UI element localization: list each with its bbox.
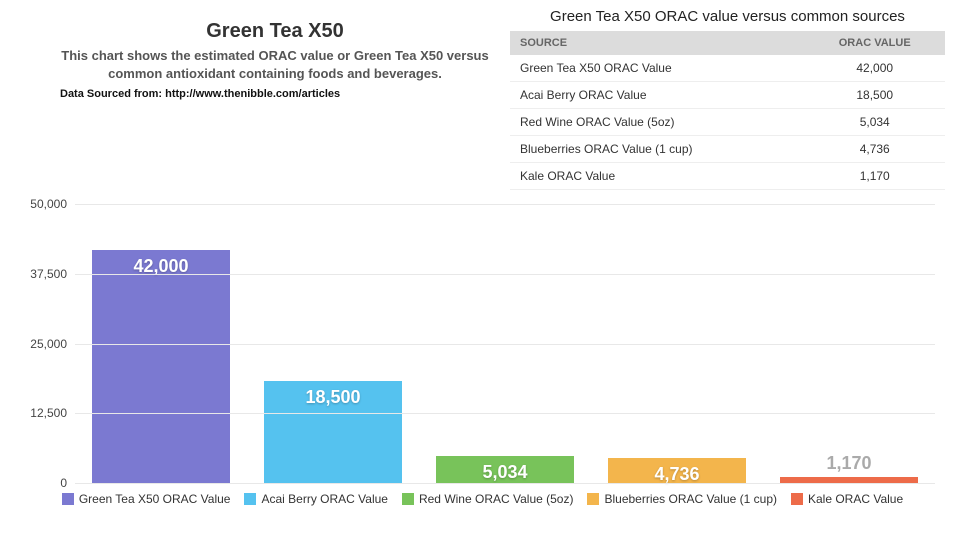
bar-slot: 5,034 [419, 205, 591, 484]
table-cell-source: Red Wine ORAC Value (5oz) [510, 109, 804, 136]
gridline: 12,500 [75, 413, 935, 414]
table-row: Green Tea X50 ORAC Value42,000 [510, 55, 945, 82]
table-cell-source: Acai Berry ORAC Value [510, 82, 804, 109]
chart-subtitle: This chart shows the estimated ORAC valu… [60, 47, 490, 82]
bar-chart: 42,000 18,500 5,034 4,736 1,170 0 12,500 25,00… [75, 205, 935, 484]
table-col-value: ORAC VALUE [804, 31, 945, 55]
bar-slot: 18,500 [247, 205, 419, 484]
bar-value-label: 5,034 [436, 462, 574, 483]
y-tick-label: 25,000 [30, 337, 67, 351]
legend-swatch [62, 493, 74, 505]
table-cell-source: Blueberries ORAC Value (1 cup) [510, 136, 804, 163]
y-tick-label: 50,000 [30, 197, 67, 211]
bar: 18,500 [264, 381, 402, 484]
bar-slot: 4,736 [591, 205, 763, 484]
legend-item: Acai Berry ORAC Value [244, 492, 388, 506]
legend-label: Kale ORAC Value [808, 492, 903, 506]
table-cell-source: Kale ORAC Value [510, 163, 804, 190]
orac-table: SOURCE ORAC VALUE Green Tea X50 ORAC Val… [510, 31, 945, 190]
legend-label: Green Tea X50 ORAC Value [79, 492, 231, 506]
legend-item: Blueberries ORAC Value (1 cup) [587, 492, 777, 506]
legend-item: Green Tea X50 ORAC Value [62, 492, 231, 506]
legend-item: Kale ORAC Value [791, 492, 903, 506]
y-tick-label: 37,500 [30, 267, 67, 281]
table-row: Blueberries ORAC Value (1 cup)4,736 [510, 136, 945, 163]
bar-value-label: 1,170 [780, 453, 918, 474]
gridline: 25,000 [75, 344, 935, 345]
gridline: 37,500 [75, 274, 935, 275]
table-col-source: SOURCE [510, 31, 804, 55]
table-cell-source: Green Tea X50 ORAC Value [510, 55, 804, 82]
y-tick-label: 12,500 [30, 406, 67, 420]
table-cell-value: 1,170 [804, 163, 945, 190]
table-cell-value: 18,500 [804, 82, 945, 109]
y-tick-label: 0 [60, 476, 67, 490]
bar: 42,000 [92, 250, 230, 484]
table-cell-value: 4,736 [804, 136, 945, 163]
legend-swatch [402, 493, 414, 505]
legend-swatch [791, 493, 803, 505]
legend-label: Red Wine ORAC Value (5oz) [419, 492, 574, 506]
table-row: Red Wine ORAC Value (5oz)5,034 [510, 109, 945, 136]
legend-swatch [244, 493, 256, 505]
legend-label: Acai Berry ORAC Value [261, 492, 388, 506]
bar-value-label: 4,736 [608, 464, 746, 485]
data-source: Data Sourced from: http://www.thenibble.… [60, 88, 490, 100]
table-row: Kale ORAC Value1,170 [510, 163, 945, 190]
chart-title: Green Tea X50 [60, 20, 490, 43]
bar-slot: 1,170 [763, 205, 935, 484]
legend-item: Red Wine ORAC Value (5oz) [402, 492, 574, 506]
legend-label: Blueberries ORAC Value (1 cup) [604, 492, 777, 506]
table-title: Green Tea X50 ORAC value versus common s… [510, 8, 945, 25]
table-cell-value: 5,034 [804, 109, 945, 136]
bar-slot: 42,000 [75, 205, 247, 484]
gridline: 50,000 [75, 204, 935, 205]
table-cell-value: 42,000 [804, 55, 945, 82]
legend: Green Tea X50 ORAC Value Acai Berry ORAC … [20, 492, 945, 506]
gridline: 0 [75, 483, 935, 484]
bar-value-label: 18,500 [264, 387, 402, 408]
legend-swatch [587, 493, 599, 505]
bar: 5,034 [436, 456, 574, 484]
bar: 4,736 [608, 458, 746, 484]
table-row: Acai Berry ORAC Value18,500 [510, 82, 945, 109]
